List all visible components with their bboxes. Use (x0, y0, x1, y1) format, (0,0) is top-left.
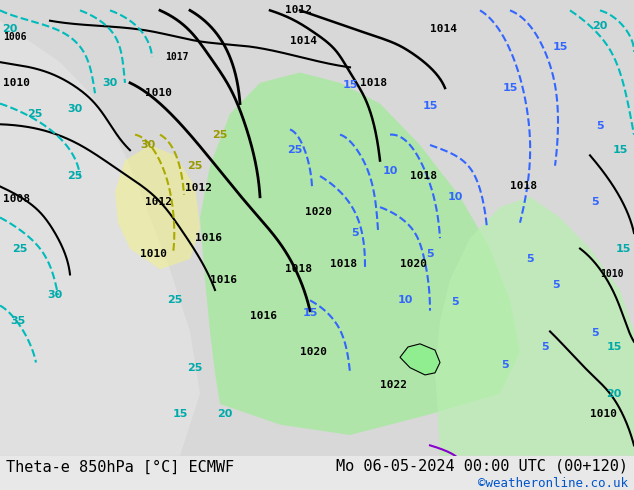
Text: 5: 5 (591, 328, 598, 339)
Text: 1010: 1010 (3, 78, 30, 88)
Text: 10: 10 (382, 166, 398, 176)
Text: 1018: 1018 (330, 259, 357, 269)
Text: 30: 30 (140, 140, 155, 150)
Text: 1016: 1016 (210, 274, 237, 285)
Text: 5: 5 (596, 122, 604, 131)
Text: 1010: 1010 (600, 270, 623, 279)
Text: 1010: 1010 (590, 409, 617, 419)
Polygon shape (115, 145, 200, 270)
Text: 1012: 1012 (285, 5, 312, 15)
Text: 1020: 1020 (300, 347, 327, 357)
Text: 1012: 1012 (145, 197, 172, 207)
Text: 15: 15 (302, 308, 318, 318)
Text: 15: 15 (502, 83, 518, 93)
Text: 5: 5 (451, 297, 459, 307)
Text: 15: 15 (606, 342, 622, 352)
Text: 30: 30 (102, 78, 118, 88)
Text: ©weatheronline.co.uk: ©weatheronline.co.uk (477, 477, 628, 490)
Polygon shape (200, 73, 520, 435)
Text: 25: 25 (187, 363, 203, 373)
Text: 15: 15 (552, 42, 567, 51)
Text: 20: 20 (606, 389, 622, 398)
Text: 15: 15 (342, 80, 358, 90)
Text: 25: 25 (27, 109, 42, 119)
Text: 25: 25 (187, 161, 203, 171)
Text: 15: 15 (616, 244, 631, 253)
Text: 10: 10 (398, 295, 413, 305)
Text: 5: 5 (351, 228, 359, 238)
Text: 30: 30 (48, 290, 63, 300)
Text: 1012: 1012 (185, 183, 212, 194)
Text: 25: 25 (167, 295, 183, 305)
Text: 15: 15 (172, 409, 188, 419)
Polygon shape (435, 197, 634, 456)
Text: 1018: 1018 (410, 171, 437, 181)
Text: 5: 5 (552, 280, 560, 290)
Text: Mo 06-05-2024 00:00 UTC (00+120): Mo 06-05-2024 00:00 UTC (00+120) (335, 459, 628, 473)
Text: 25: 25 (287, 145, 302, 155)
Text: 10: 10 (448, 192, 463, 202)
Text: 1018: 1018 (360, 78, 387, 88)
Text: 1022: 1022 (380, 380, 407, 390)
Text: Theta-e 850hPa [°C] ECMWF: Theta-e 850hPa [°C] ECMWF (6, 460, 235, 475)
Text: 1018: 1018 (285, 264, 312, 274)
Text: 20: 20 (3, 24, 18, 34)
Text: 1018: 1018 (510, 181, 537, 192)
Text: 5: 5 (591, 197, 598, 207)
Text: 5: 5 (501, 360, 509, 369)
Text: 15: 15 (612, 145, 628, 155)
Text: 15: 15 (422, 100, 437, 111)
Text: 1020: 1020 (400, 259, 427, 269)
Text: 20: 20 (217, 409, 233, 419)
Polygon shape (0, 21, 200, 456)
Text: 25: 25 (67, 171, 82, 181)
Text: 25: 25 (212, 130, 228, 140)
Text: 1016: 1016 (250, 311, 277, 321)
Text: 25: 25 (12, 244, 28, 253)
FancyBboxPatch shape (0, 0, 634, 456)
Text: 1014: 1014 (290, 36, 317, 47)
Text: 5: 5 (541, 342, 549, 352)
Text: 1010: 1010 (145, 88, 172, 98)
Text: 5: 5 (526, 254, 534, 264)
Text: 1006: 1006 (3, 32, 27, 42)
Polygon shape (400, 344, 440, 375)
Text: 1020: 1020 (305, 207, 332, 217)
Text: 1017: 1017 (165, 52, 188, 62)
Text: 1010: 1010 (140, 249, 167, 259)
Text: 30: 30 (67, 104, 82, 114)
Text: 1014: 1014 (430, 24, 457, 34)
Text: 1016: 1016 (195, 233, 222, 243)
Text: 1008: 1008 (3, 194, 30, 204)
Text: 20: 20 (592, 21, 607, 31)
Text: 5: 5 (426, 249, 434, 259)
Text: 35: 35 (10, 316, 25, 326)
